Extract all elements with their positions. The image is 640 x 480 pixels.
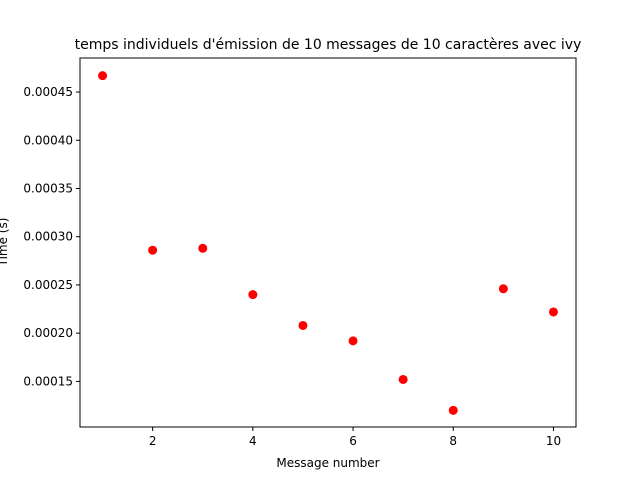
- x-tick-label: 10: [546, 434, 561, 448]
- y-tick-label: 0.00035: [23, 181, 73, 195]
- x-tick-label: 2: [149, 434, 157, 448]
- y-tick-label: 0.00030: [23, 230, 73, 244]
- y-axis-label: Time (s): [0, 218, 10, 268]
- y-tick-label: 0.00040: [23, 133, 73, 147]
- y-tick-label: 0.00025: [23, 278, 73, 292]
- y-tick-label: 0.00015: [23, 374, 73, 388]
- chart-title: temps individuels d'émission de 10 messa…: [75, 37, 582, 53]
- data-point: [448, 405, 458, 415]
- data-point: [298, 320, 308, 330]
- data-point: [98, 71, 108, 81]
- data-point: [198, 243, 208, 253]
- data-point: [498, 284, 508, 294]
- x-tick-label: 8: [449, 434, 457, 448]
- axes-frame: [79, 57, 577, 428]
- x-tick-label: 4: [249, 434, 257, 448]
- data-point: [348, 336, 358, 346]
- x-axis-label: Message number: [276, 456, 379, 470]
- y-tick-label: 0.00020: [23, 326, 73, 340]
- data-point: [398, 374, 408, 384]
- data-point: [248, 290, 258, 300]
- data-point: [148, 245, 158, 255]
- y-tick-label: 0.00045: [23, 85, 73, 99]
- x-tick-label: 6: [349, 434, 357, 448]
- data-point: [548, 307, 558, 317]
- plot-area: 2 4 6 8 10 0.00015 0.00020 0.00025 0.00030 0.0003…: [23, 57, 577, 448]
